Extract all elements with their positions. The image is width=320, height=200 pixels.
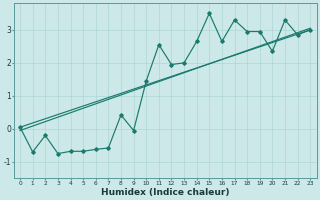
X-axis label: Humidex (Indice chaleur): Humidex (Indice chaleur): [101, 188, 229, 197]
